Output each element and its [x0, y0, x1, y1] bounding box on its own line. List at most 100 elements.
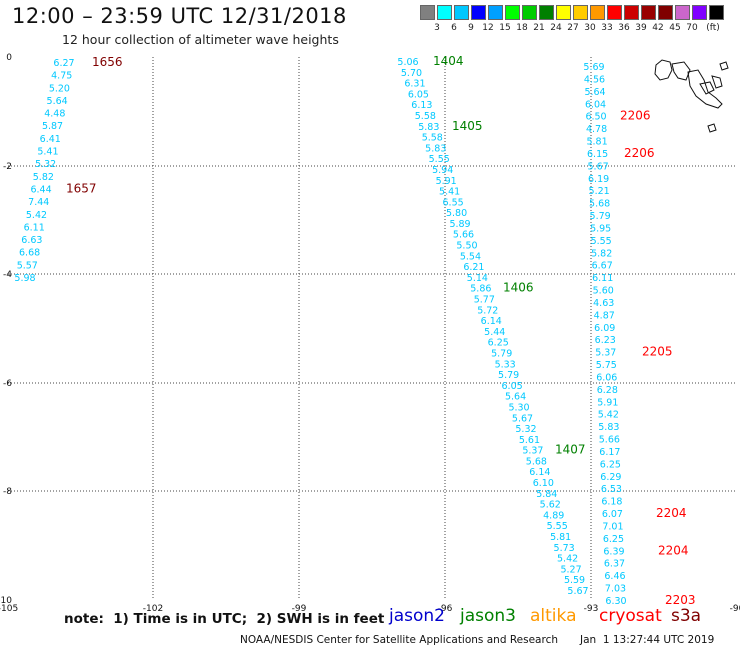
swh-value: 5.64 [505, 392, 526, 403]
time-label: 1406 [503, 281, 534, 295]
swh-value: 5.54 [460, 251, 481, 262]
swh-value: 4.89 [543, 510, 564, 521]
swh-value: 6.39 [603, 546, 624, 557]
time-label: 2206 [620, 109, 651, 123]
colorbar-label: 3 [434, 23, 440, 33]
colorbar-swatch [454, 5, 469, 20]
colorbar-swatch [641, 5, 656, 20]
swh-value: 6.55 [443, 197, 464, 208]
swh-value: 5.82 [591, 248, 612, 259]
swh-value: 6.10 [533, 478, 554, 489]
swh-value: 5.37 [595, 348, 616, 359]
swh-value: 6.07 [602, 509, 623, 520]
swh-value: 5.83 [598, 422, 619, 433]
island-outline [699, 81, 715, 95]
swh-value: 6.23 [595, 335, 616, 346]
colorbar-swatch [573, 5, 588, 20]
swh-value: 6.46 [604, 571, 625, 582]
satellite-legend-jason3: jason3 [460, 606, 516, 626]
colorbar-swatch [420, 5, 435, 20]
y-tick-label: -2 [3, 162, 12, 172]
swh-value: 5.62 [540, 500, 561, 511]
swh-value: 5.55 [429, 154, 450, 165]
island-outline [671, 61, 691, 81]
swh-value: 5.27 [560, 564, 581, 575]
swh-value: 5.66 [453, 230, 474, 241]
colorbar-label: 33 [601, 23, 613, 33]
swh-value: 6.68 [19, 248, 40, 259]
swh-value: 6.25 [600, 459, 621, 470]
swh-value: 6.25 [488, 338, 509, 349]
y-tick-label: -8 [3, 487, 12, 497]
swh-value: 5.81 [586, 137, 607, 148]
swh-value: 5.83 [418, 122, 439, 133]
swh-value: 5.42 [26, 210, 47, 221]
satellite-legend-cryosat: cryosat [599, 606, 662, 626]
swh-value: 5.95 [590, 223, 611, 234]
swh-value: 5.55 [547, 521, 568, 532]
swh-value: 5.06 [397, 57, 418, 68]
y-tick-label: -10 [0, 596, 12, 606]
time-label: 1405 [452, 119, 483, 133]
time-label: 1407 [555, 443, 586, 457]
swh-value: 6.17 [599, 447, 620, 458]
colorbar-swatch [624, 5, 639, 20]
swh-value: 5.44 [484, 327, 505, 338]
swh-value: 6.05 [502, 381, 523, 392]
swh-value: 5.69 [583, 62, 604, 73]
swh-value: 5.68 [526, 456, 547, 467]
swh-value: 7.01 [602, 521, 623, 532]
colorbar-swatch [556, 5, 571, 20]
colorbar-label: 21 [533, 23, 545, 33]
x-tick-label: -96 [438, 604, 453, 614]
swh-value: 5.91 [597, 397, 618, 408]
swh-value: 5.42 [557, 554, 578, 565]
satellite-legend-altika: altika [530, 606, 577, 626]
time-label: 1404 [433, 54, 464, 68]
swh-value: 4.75 [51, 71, 72, 82]
swh-value: 5.70 [401, 68, 422, 79]
swh-value: 5.84 [536, 489, 557, 500]
colorbar-swatch [658, 5, 673, 20]
swh-value: 5.67 [512, 413, 533, 424]
swh-value: 5.79 [590, 211, 611, 222]
swh-value: 6.37 [604, 559, 625, 570]
swh-value: 6.19 [588, 174, 609, 185]
y-tick-label: 0 [6, 53, 12, 63]
colorbar-swatch [607, 5, 622, 20]
swh-value: 6.13 [411, 100, 432, 111]
map-title: 12:00 – 23:59 UTC 12/31/2018 [12, 4, 347, 28]
swh-value: 5.79 [491, 348, 512, 359]
colorbar-swatch [675, 5, 690, 20]
colorbar-swatch [471, 5, 486, 20]
x-tick-label: -93 [584, 604, 599, 614]
swh-value: 6.05 [408, 89, 429, 100]
colorbar-label: 42 [652, 23, 664, 33]
colorbar-label: 9 [468, 23, 474, 33]
x-tick-label: -90 [730, 604, 740, 614]
swh-value: 6.25 [603, 534, 624, 545]
swh-value: 5.30 [508, 402, 529, 413]
colorbar-swatch [488, 5, 503, 20]
swh-value: 5.59 [564, 575, 585, 586]
swh-value: 5.83 [425, 143, 446, 154]
island-outline [654, 59, 673, 81]
satellite-legend-s3a: s3a [671, 606, 702, 626]
colorbar-label: 30 [584, 23, 596, 33]
swh-value: 6.30 [605, 596, 626, 607]
colorbar-label: 70 [686, 23, 698, 33]
swh-value: 5.86 [470, 284, 491, 295]
island-outline [687, 69, 723, 109]
island-outline [711, 75, 723, 89]
time-label: 2203 [665, 593, 696, 607]
swh-value: 5.20 [49, 83, 70, 94]
colorbar-swatch [539, 5, 554, 20]
swh-value: 5.66 [599, 435, 620, 446]
swh-value: 5.94 [432, 165, 453, 176]
map-note: note: 1) Time is in UTC; 2) SWH is in fe… [64, 611, 385, 627]
colorbar-swatch [522, 5, 537, 20]
swh-value: 6.28 [597, 385, 618, 396]
swh-value: 5.32 [515, 424, 536, 435]
colorbar-swatch [692, 5, 707, 20]
